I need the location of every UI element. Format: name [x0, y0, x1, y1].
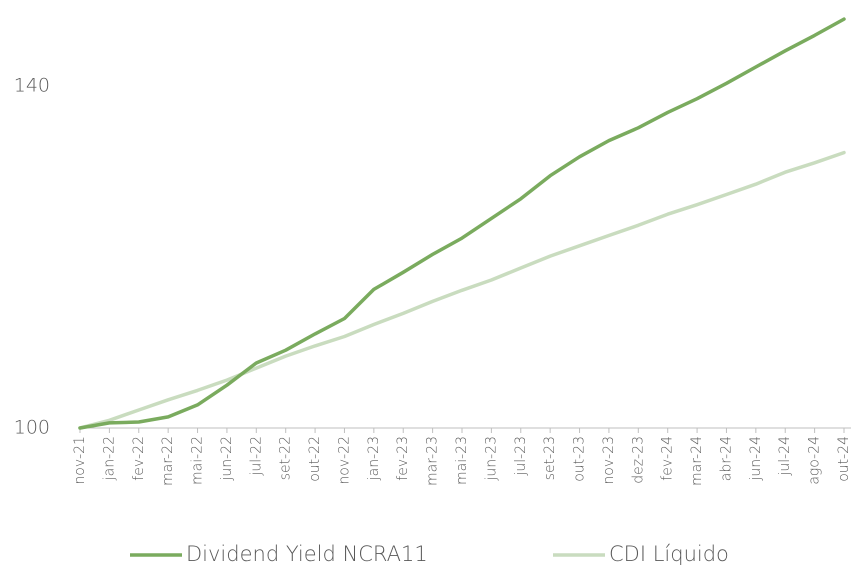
x-tick-label: jun-23: [483, 436, 499, 482]
x-tick-label: ago-24: [807, 436, 823, 485]
x-tick-label: fev-22: [131, 436, 147, 481]
y-tick-label: 100: [14, 417, 50, 439]
x-tick-label: jul-24: [777, 436, 793, 477]
x-tick-label: out-23: [572, 436, 588, 482]
x-tick-label: mar-24: [689, 436, 705, 486]
x-tick-label: mai-22: [190, 436, 206, 485]
x-tick-label: jan-22: [101, 436, 117, 481]
x-tick-label: out-22: [307, 436, 323, 482]
x-tick-label: jun-22: [219, 436, 235, 482]
series-line: [78, 150, 846, 430]
x-tick-label: nov-23: [601, 436, 617, 485]
x-tick-label: out-24: [836, 436, 851, 482]
series-line: [78, 17, 846, 430]
x-tick-label: jun-24: [748, 436, 764, 482]
x-tick-label: dez-23: [630, 436, 646, 484]
legend-label: Dividend Yield NCRA11: [186, 542, 428, 566]
x-tick-label: set-22: [278, 436, 294, 480]
x-tick-label: jul-22: [248, 436, 264, 477]
x-tick-label: nov-22: [336, 436, 352, 485]
x-tick-label: fev-24: [660, 436, 676, 481]
x-tick-label: set-23: [542, 436, 558, 480]
legend-label: CDI Líquido: [609, 542, 729, 566]
x-tick-label: nov-21: [72, 436, 88, 485]
x-tick-label: jan-23: [366, 436, 382, 481]
x-tick-label: mai-23: [454, 436, 470, 485]
x-tick-label: fev-23: [395, 436, 411, 481]
x-tick-label: mar-22: [160, 436, 176, 486]
x-tick-label: jul-23: [513, 436, 529, 477]
x-tick-label: mar-23: [425, 436, 441, 486]
y-tick-label: 140: [14, 74, 50, 96]
x-tick-label: abr-24: [718, 436, 734, 481]
